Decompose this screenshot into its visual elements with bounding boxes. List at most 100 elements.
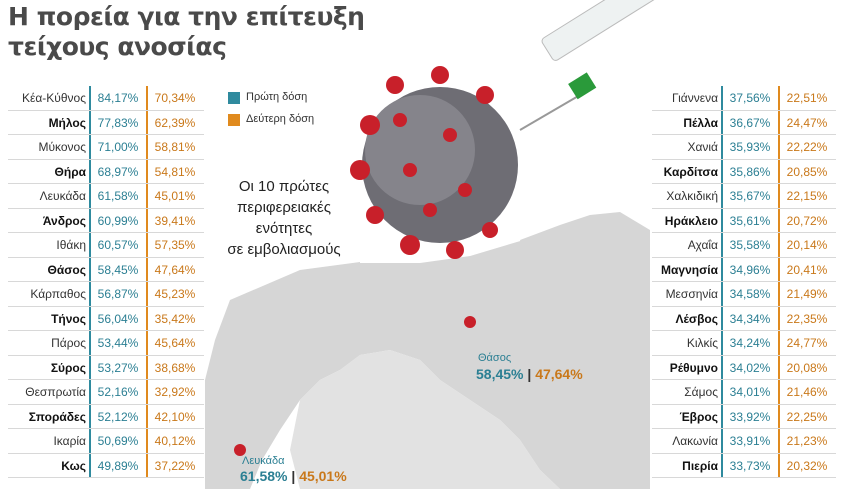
table-row: Ικαρία 50,69% 40,12% — [8, 429, 204, 453]
second-dose: 21,46% — [786, 385, 828, 399]
column-rule — [721, 86, 723, 478]
second-dose: 70,34% — [154, 91, 196, 105]
second-dose: 37,22% — [154, 458, 196, 473]
row-rule — [652, 207, 836, 209]
first-dose: 35,93% — [729, 140, 771, 154]
row-rule — [8, 109, 204, 111]
first-dose: 49,89% — [97, 458, 139, 473]
region-name: Κέα-Κύθνος — [22, 91, 86, 105]
row-rule — [8, 428, 204, 429]
row-rule — [652, 281, 836, 282]
region-name: Ρέθυμνο — [669, 360, 718, 375]
row-rule — [652, 452, 836, 454]
row-rule — [652, 183, 836, 184]
region-name: Κιλκίς — [686, 336, 718, 350]
row-rule — [8, 158, 204, 160]
row-rule — [8, 183, 204, 184]
region-name: Μύκονος — [38, 140, 86, 154]
table-row: Ρέθυμνο 34,02% 20,08% — [652, 356, 836, 380]
table-row: Αχαΐα 35,58% 20,14% — [652, 233, 836, 257]
region-name: Γιάννενα — [672, 91, 718, 105]
table-row: Λέσβος 34,34% 22,35% — [652, 307, 836, 331]
second-dose: 57,35% — [154, 238, 196, 252]
first-dose: 35,67% — [729, 189, 771, 203]
first-dose: 33,91% — [729, 434, 771, 448]
second-dose: 20,08% — [786, 360, 828, 375]
second-dose: 39,41% — [154, 213, 196, 228]
first-dose: 77,83% — [97, 115, 139, 130]
text-line: ενότητες — [255, 220, 313, 237]
table-row: Λευκάδα 61,58% 45,01% — [8, 184, 204, 208]
region-name: Λακωνία — [672, 434, 718, 448]
marker — [464, 316, 476, 328]
table-row: Καρδίτσα 35,86% 20,85% — [652, 160, 836, 184]
text-line: Οι 10 πρώτες — [238, 178, 330, 195]
row-rule — [652, 403, 836, 405]
second-dose: 62,39% — [154, 115, 196, 130]
second-dose: 20,14% — [786, 238, 828, 252]
row-rule — [652, 305, 836, 307]
row-rule — [8, 452, 204, 454]
first-dose: 61,58% — [240, 468, 288, 484]
second-dose: 45,01% — [154, 189, 196, 203]
first-dose: 56,04% — [97, 311, 139, 326]
table-row: Κάρπαθος 56,87% 45,23% — [8, 282, 204, 306]
table-row: Κιλκίς 34,24% 24,77% — [652, 331, 836, 355]
region-name: Σύρος — [50, 360, 86, 375]
second-dose: 42,10% — [154, 409, 196, 424]
map-land — [290, 350, 560, 489]
title-line: Η πορεία για την επίτευξη — [8, 2, 365, 31]
row-rule — [8, 256, 204, 258]
first-dose: 61,58% — [97, 189, 139, 203]
table-row: Ιθάκη 60,57% 57,35% — [8, 233, 204, 257]
table-row: Πιερία 33,73% 20,32% — [652, 454, 836, 478]
map-label-values: 61,58% | 45,01% — [240, 468, 347, 484]
region-name: Θήρα — [54, 164, 86, 179]
table-row: Πάρος 53,44% 45,64% — [8, 331, 204, 355]
map-label-values: 58,45% | 47,64% — [476, 366, 583, 382]
first-dose: 35,58% — [729, 238, 771, 252]
table-row: Πέλλα 36,67% 24,47% — [652, 111, 836, 135]
region-name: Μαγνησία — [661, 262, 718, 277]
first-dose: 34,58% — [729, 287, 771, 301]
table-row: Μήλος 77,83% 62,39% — [8, 111, 204, 135]
second-dose: 40,12% — [154, 434, 196, 448]
row-rule — [652, 379, 836, 380]
second-dose: 45,64% — [154, 336, 196, 350]
first-dose: 34,34% — [729, 311, 771, 326]
row-rule — [652, 134, 836, 135]
row-rule — [8, 134, 204, 135]
marker — [234, 444, 246, 456]
row-rule — [8, 403, 204, 405]
region-name: Ιθάκη — [56, 238, 86, 252]
syringe — [519, 0, 681, 131]
row-rule — [652, 109, 836, 111]
first-dose: 60,99% — [97, 213, 139, 228]
first-dose: 56,87% — [97, 287, 139, 301]
region-name: Λευκάδα — [39, 189, 86, 203]
row-rule — [652, 256, 836, 258]
region-name: Κως — [61, 458, 86, 473]
legend-label: Δεύτερη δόση — [246, 113, 315, 125]
row-rule — [8, 477, 204, 478]
table-row: Γιάννενα 37,56% 22,51% — [652, 86, 836, 110]
first-dose: 68,97% — [97, 164, 139, 179]
first-dose: 50,69% — [97, 434, 139, 448]
region-name: Λέσβος — [675, 311, 718, 326]
region-name: Χανιά — [687, 140, 718, 154]
first-dose: 60,57% — [97, 238, 139, 252]
second-dose: 22,51% — [786, 91, 828, 105]
second-dose: 32,92% — [154, 385, 196, 399]
table-row: Σάμος 34,01% 21,46% — [652, 380, 836, 404]
second-dose: 21,23% — [786, 434, 828, 448]
row-rule — [8, 354, 204, 356]
region-name: Θεσπρωτία — [25, 385, 86, 399]
first-dose: 33,73% — [729, 458, 771, 473]
legend-label: Πρώτη δόση — [246, 91, 308, 103]
second-dose: 22,15% — [786, 189, 828, 203]
second-dose: 45,01% — [299, 468, 347, 484]
virus — [350, 66, 518, 259]
row-rule — [652, 477, 836, 478]
second-dose: 21,49% — [786, 287, 828, 301]
second-dose: 45,23% — [154, 287, 196, 301]
